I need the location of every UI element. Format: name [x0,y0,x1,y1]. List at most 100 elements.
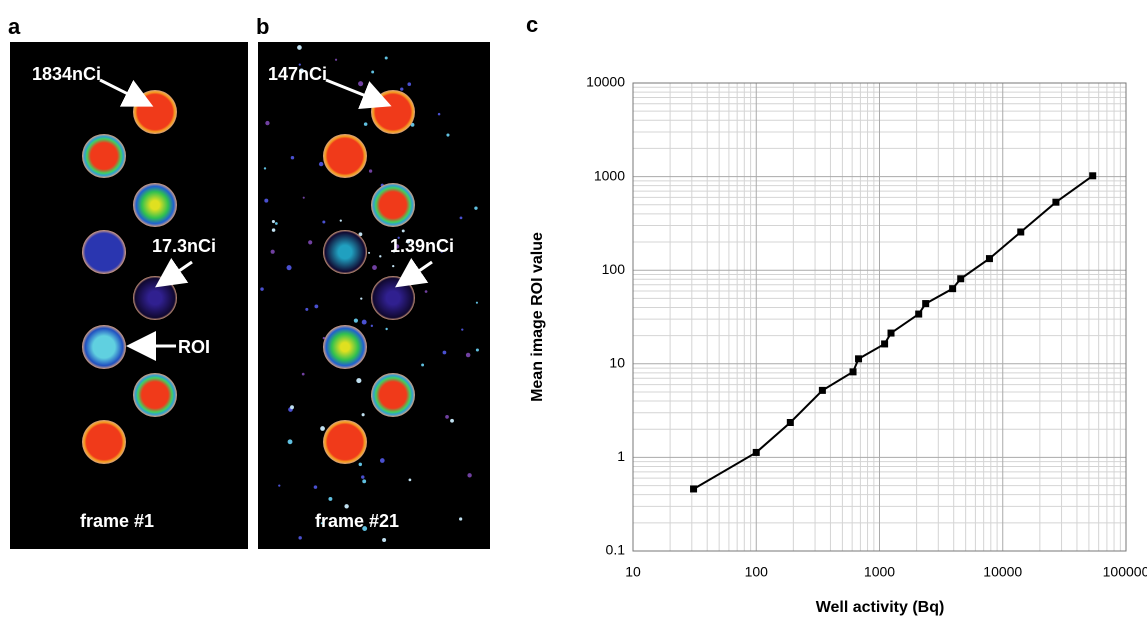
speck [384,56,388,60]
speck [408,478,412,482]
speck [442,350,447,355]
speck [379,458,385,463]
speck [467,473,472,478]
speck [368,169,373,173]
speck [405,239,411,244]
speck [461,328,464,331]
speck [410,122,415,127]
speck [465,352,471,358]
speck [401,229,405,233]
speck [459,517,463,521]
speck [318,161,324,167]
speck [363,122,368,126]
speck [358,81,364,87]
speck [394,244,400,249]
speck [260,287,264,291]
marker [957,275,965,283]
panel-letter: b [256,14,269,39]
speck [264,198,269,203]
speck [314,304,319,309]
speck [263,167,267,170]
speck [270,249,275,254]
speck [385,327,388,331]
speck [278,484,281,487]
marker [690,485,698,493]
speck [445,415,449,419]
speck [298,536,302,540]
speck [298,63,301,66]
annotation: 147nCi [268,64,327,84]
x-tick-label: 100000 [1103,564,1147,580]
speck [290,405,294,410]
marker [849,368,857,376]
marker [1017,228,1025,236]
speck [302,196,305,199]
speck [287,439,293,445]
speck [297,45,302,50]
speck [392,264,395,268]
speck [382,537,387,542]
y-tick-label: 100 [602,261,626,277]
speck [446,133,450,137]
speck [344,504,349,509]
speck [400,87,404,91]
marker [881,340,889,348]
x-axis-title: Well activity (Bq) [816,599,945,616]
speck [320,426,325,431]
marker [1089,172,1097,180]
speck [305,307,309,311]
x-tick-label: 10000 [983,564,1022,580]
speck [290,155,295,160]
speck [450,418,454,423]
panel-b: b 147nCi 1.39nCi frame #21 [256,14,490,549]
x-tick-label: 10 [625,564,641,580]
speck [358,462,363,467]
panel-letter: c [526,12,538,37]
panel-letter: a [8,14,21,39]
speck [322,220,326,224]
speck [358,232,363,237]
speck [362,526,368,531]
speck [308,240,313,245]
speck [407,82,412,87]
speck [440,250,443,253]
marker [1052,198,1060,206]
caption: frame #1 [80,511,154,531]
speck [370,324,374,328]
speck [421,363,425,367]
marker [949,285,957,293]
x-tick-label: 1000 [864,564,895,580]
marker [887,329,895,337]
speck [286,265,292,271]
speck [392,249,396,253]
marker [786,418,794,426]
speck [424,290,428,293]
plot-border [632,82,1127,552]
speck [397,236,400,239]
data-line [693,174,1094,490]
annotation: 17.3nCi [152,236,216,256]
caption: frame #21 [315,511,399,531]
y-axis-title: Mean image ROI value [529,232,546,402]
speck [459,216,463,220]
marker [915,310,923,318]
speck [372,265,377,270]
marker [818,386,826,394]
wells [323,90,415,464]
speck [322,336,326,340]
speck [313,485,318,489]
marker [922,300,930,308]
speck [362,479,367,484]
speck [475,301,478,304]
speck [371,70,375,74]
panel-a: a 1834nCi 17.3nCi ROI frame #1 [8,14,248,549]
speck [356,378,362,384]
speck [475,348,479,352]
speck [339,219,342,222]
speck [361,319,367,325]
speck [379,255,382,258]
wells [82,90,177,464]
x-tick-label: 100 [745,564,769,580]
speck [474,206,478,210]
